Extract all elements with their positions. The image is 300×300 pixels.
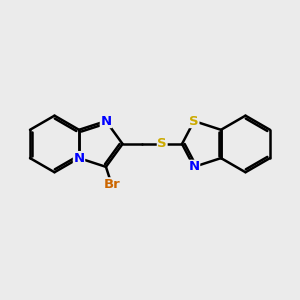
Text: N: N	[74, 152, 85, 165]
Text: S: S	[189, 115, 199, 128]
Text: N: N	[100, 115, 112, 128]
Text: S: S	[158, 137, 167, 151]
Text: Br: Br	[103, 178, 120, 191]
Text: N: N	[188, 160, 200, 173]
